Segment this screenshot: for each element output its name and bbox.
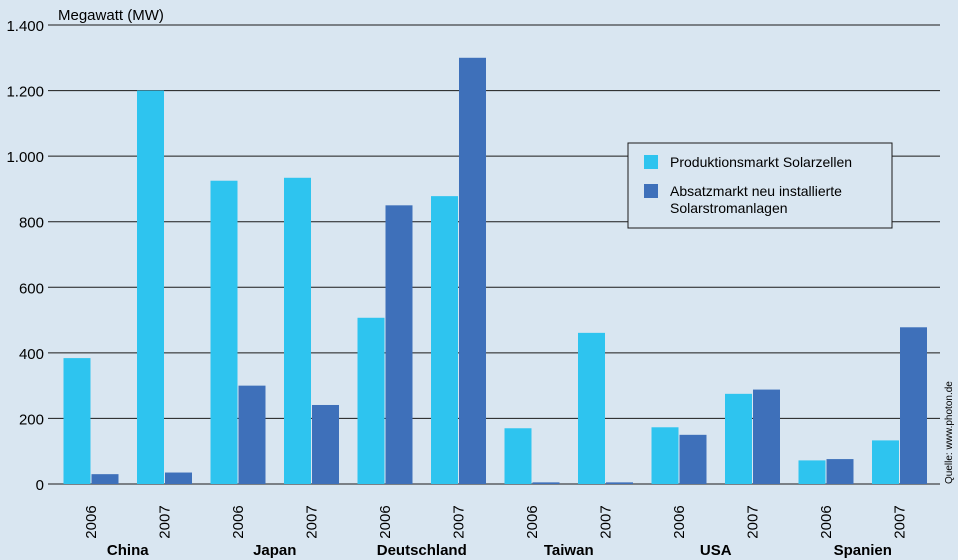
x-tick-year-label: 2006 [83, 505, 100, 538]
bar-produktion-usa-2006 [651, 427, 679, 484]
bar-absatz-japan-2006 [238, 385, 266, 484]
x-tick-year-label: 2006 [671, 505, 688, 538]
x-category-label: Japan [253, 542, 296, 559]
y-tick-label: 0 [36, 477, 44, 494]
bar-produktion-china-2007 [137, 90, 164, 485]
x-tick-year-label: 2006 [818, 505, 835, 538]
legend-label: Solarstromanlagen [670, 200, 788, 216]
bar-produktion-deutschland-2006 [357, 317, 385, 484]
x-tick-year-label: 2006 [377, 505, 394, 538]
bar-absatz-spanien-2007 [900, 327, 927, 484]
y-tick-label: 400 [19, 346, 44, 363]
legend-box [627, 142, 893, 229]
bar-absatz-deutschland-2007 [459, 57, 486, 485]
x-axis-labels: 2006 2007 China 2006 2007 Japan 2006 2007 Deutsc… [83, 505, 909, 559]
bar-absatz-usa-2007 [753, 389, 780, 484]
x-tick-year-label: 2007 [157, 505, 174, 538]
x-category-label: Taiwan [544, 542, 594, 559]
bar-produktion-spanien-2007 [872, 440, 899, 484]
legend: Produktionsmarkt Solarzellen Absatzmarkt … [627, 142, 893, 229]
y-tick-label: 1.200 [6, 84, 44, 101]
x-tick-year-label: 2007 [451, 505, 468, 538]
bar-produktion-spanien-2006 [798, 460, 826, 484]
legend-label: Produktionsmarkt Solarzellen [670, 154, 852, 170]
x-category-label: China [107, 542, 149, 559]
bar-absatz-spanien-2006 [826, 459, 854, 484]
x-category-label: USA [700, 542, 732, 559]
bar-produktion-japan-2007 [284, 177, 311, 484]
bar-produktion-china-2006 [63, 358, 91, 484]
x-tick-year-label: 2007 [304, 505, 321, 538]
y-tick-label: 800 [19, 215, 44, 232]
x-tick-year-label: 2006 [230, 505, 247, 538]
bars [63, 57, 927, 485]
x-tick-year-label: 2006 [524, 505, 541, 538]
bar-produktion-usa-2007 [725, 393, 752, 484]
x-category-label: Deutschland [377, 542, 467, 559]
y-tick-label: 200 [19, 411, 44, 428]
legend-swatch [644, 155, 658, 169]
bar-produktion-taiwan-2007 [578, 332, 605, 484]
gridlines [48, 24, 940, 485]
bar-absatz-taiwan-2007 [606, 482, 633, 484]
bar-produktion-japan-2006 [210, 180, 238, 484]
x-tick-year-label: 2007 [745, 505, 762, 538]
bar-absatz-china-2006 [91, 474, 119, 484]
bar-absatz-china-2007 [165, 472, 192, 484]
x-tick-year-label: 2007 [892, 505, 909, 538]
x-tick-year-label: 2007 [598, 505, 615, 538]
y-axis-title: Megawatt (MW) [58, 7, 164, 24]
y-tick-label: 600 [19, 280, 44, 297]
bar-absatz-usa-2006 [679, 434, 707, 484]
bar-absatz-deutschland-2006 [385, 205, 413, 485]
source-credit: Quelle: www.photon.de [944, 381, 955, 484]
y-axis: 0 200 400 600 800 1.000 1.200 1.400 [6, 18, 44, 494]
bar-absatz-taiwan-2006 [532, 482, 560, 484]
legend-swatch [644, 184, 658, 198]
bar-produktion-deutschland-2007 [431, 196, 458, 485]
bar-absatz-japan-2007 [312, 404, 339, 484]
bar-produktion-taiwan-2006 [504, 428, 532, 484]
y-tick-label: 1.000 [6, 149, 44, 166]
y-tick-label: 1.400 [6, 18, 44, 35]
legend-label: Absatzmarkt neu installierte [670, 183, 842, 199]
x-category-label: Spanien [834, 542, 892, 559]
